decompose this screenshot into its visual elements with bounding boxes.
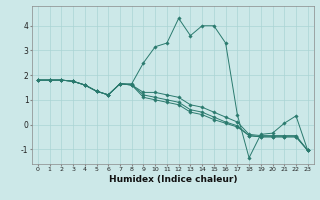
X-axis label: Humidex (Indice chaleur): Humidex (Indice chaleur) — [108, 175, 237, 184]
